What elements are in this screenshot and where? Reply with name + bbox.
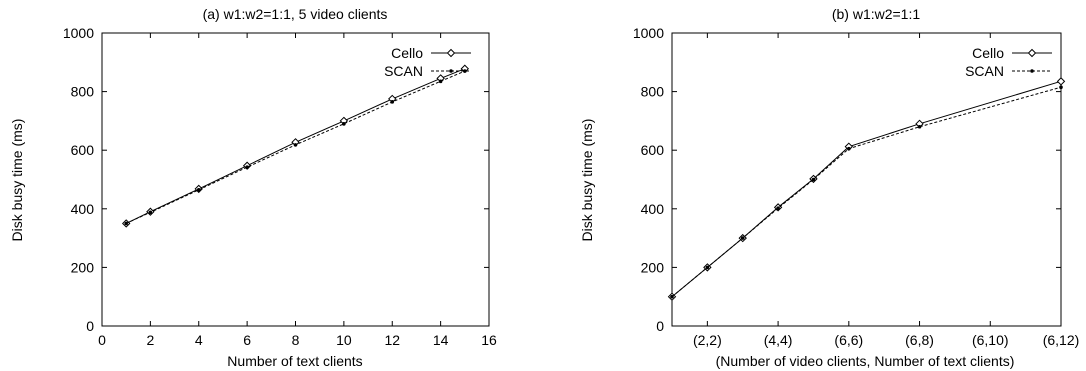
chart-b-plot-frame: [671, 32, 1062, 327]
chart-b-ytick-label: 1000: [633, 25, 664, 41]
chart-a-point-scan: [124, 221, 128, 226]
chart-a-ytick-label: 200: [71, 259, 95, 275]
chart-b-xtick-label: (6,8): [905, 332, 934, 348]
chart-a-xtick-label: 12: [384, 332, 400, 348]
chart-a-xtick-label: 10: [336, 332, 352, 348]
chart-a-xlabel: Number of text clients: [227, 353, 362, 369]
chart-b-ytick-label: 200: [641, 259, 665, 275]
chart-a-xtick-label: 6: [243, 332, 251, 348]
chart-a-ytick-label: 600: [71, 142, 95, 158]
chart-b-xtick-label: (4,4): [764, 332, 793, 348]
chart-b-title: (b) w1:w2=1:1: [832, 6, 921, 22]
chart-a-plot-frame: [101, 32, 490, 327]
chart-a-point-scan: [293, 143, 298, 147]
chart-a-point-scan: [196, 187, 201, 192]
chart-b-point-scan: [811, 177, 816, 182]
chart-a: (a) w1:w2=1:1, 5 video clients Number of…: [9, 6, 497, 369]
chart-b-legend-marker-cello: [1027, 48, 1037, 58]
chart-a-legend-label-scan: SCAN: [384, 63, 423, 79]
chart-a-xtick-label: 8: [292, 332, 300, 348]
chart-a-legend-label-cello: Cello: [391, 45, 423, 61]
chart-b-ytick-label: 800: [641, 84, 665, 100]
chart-b-legend-label-cello: Cello: [972, 45, 1004, 61]
chart-b-point-cello: [1056, 77, 1066, 86]
chart-b-point-scan: [705, 265, 710, 270]
chart-b-xtick-label: (6,10): [972, 332, 1009, 348]
chart-a-point-scan: [245, 165, 249, 169]
chart-b-point-scan: [1059, 85, 1063, 90]
chart-b-ytick-label: 600: [641, 142, 665, 158]
chart-a-xtick-label: 4: [195, 332, 203, 348]
chart-b-series-scan-line: [671, 86, 1062, 298]
chart-b-xtick-label: (6,12): [1043, 332, 1080, 348]
chart-b: (b) w1:w2=1:1 (Number of video clients, …: [579, 6, 1079, 369]
chart-b-point-scan: [917, 124, 922, 129]
chart-a-legend-marker-scan: [449, 69, 453, 73]
chart-b-legend-marker-scan: [1030, 69, 1034, 73]
chart-b-point-scan: [670, 294, 674, 299]
chart-b-xtick-label: (2,2): [693, 332, 722, 348]
chart-a-ytick-label: 1000: [63, 25, 94, 41]
chart-b-point-scan: [847, 146, 851, 151]
chart-a-ytick-label: 0: [86, 318, 94, 334]
chart-b-ytick-label: 0: [656, 318, 664, 334]
chart-b-ylabel: Disk busy time (ms): [579, 119, 595, 242]
chart-a-point-scan: [148, 210, 153, 215]
chart-b-ytick-label: 400: [641, 201, 665, 217]
chart-a-point-scan: [342, 122, 346, 126]
chart-a-point-scan: [463, 69, 467, 73]
chart-b-xlabel: (Number of video clients, Number of text…: [716, 353, 1015, 369]
chart-a-ytick-label: 400: [71, 201, 95, 217]
chart-a-legend-marker-cello: [446, 48, 456, 58]
chart-b-legend-label-scan: SCAN: [965, 63, 1004, 79]
chart-a-xtick-label: 14: [433, 332, 449, 348]
chart-b-point-scan: [740, 236, 745, 240]
chart-a-xtick-label: 0: [98, 332, 106, 348]
chart-b-series-cello-line: [671, 80, 1062, 298]
chart-a-title: (a) w1:w2=1:1, 5 video clients: [203, 6, 388, 22]
chart-a-series-scan-line: [125, 70, 465, 224]
chart-a-ytick-label: 800: [71, 84, 95, 100]
chart-a-xtick-label: 16: [481, 332, 497, 348]
chart-a-ylabel: Disk busy time (ms): [9, 119, 25, 242]
chart-a-point-scan: [438, 79, 443, 84]
chart-a-xtick-label: 2: [146, 332, 154, 348]
chart-a-point-scan: [390, 100, 395, 104]
chart-b-xtick-label: (6,6): [834, 332, 863, 348]
chart-b-point-scan: [776, 206, 780, 211]
